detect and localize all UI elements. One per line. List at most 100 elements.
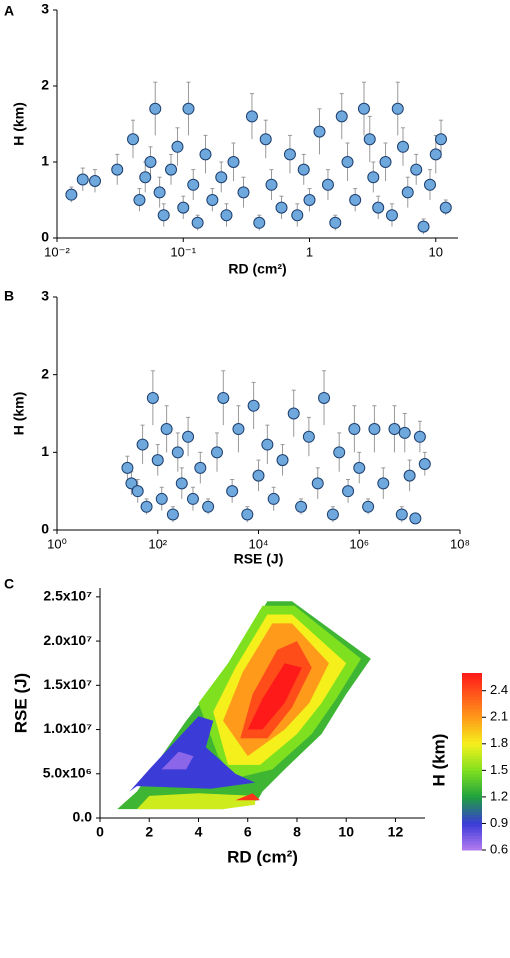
y-tick-label: 2 <box>41 77 49 93</box>
colorbar-tick-label: 1.2 <box>490 788 508 803</box>
colorbar-tick-label: 1.5 <box>490 762 508 777</box>
point <box>291 209 304 222</box>
point <box>245 110 258 123</box>
point <box>175 477 188 490</box>
point <box>241 508 254 521</box>
point <box>385 209 398 222</box>
point <box>313 125 326 138</box>
point <box>409 512 422 525</box>
colorbar-step <box>462 752 482 757</box>
colorbar-step <box>462 708 482 712</box>
point <box>261 438 274 451</box>
point <box>182 430 195 443</box>
point <box>210 446 223 459</box>
colorbar-step <box>462 737 482 742</box>
point <box>357 102 370 115</box>
point <box>372 201 385 214</box>
y-tick-label: 2 <box>41 365 49 381</box>
point <box>418 457 431 470</box>
colorbar-step <box>462 714 482 718</box>
colorbar-step <box>462 711 482 715</box>
colorbar-tick-label: 0.6 <box>490 841 508 856</box>
colorbar-step <box>462 687 482 692</box>
colorbar-step <box>462 690 482 695</box>
point <box>410 163 423 176</box>
point <box>349 194 362 206</box>
point <box>276 454 289 467</box>
x-tick-label: 10² <box>148 536 167 551</box>
point <box>342 485 355 498</box>
point <box>127 133 140 146</box>
colorbar-step <box>462 835 482 839</box>
colorbar-step <box>462 791 482 795</box>
y-tick-label: 1.5x10⁷ <box>43 676 92 692</box>
colorbar-tick-label: 1.8 <box>490 735 508 750</box>
point <box>311 477 324 490</box>
contour-region <box>247 663 302 730</box>
colorbar-step <box>462 838 482 842</box>
colorbar-step <box>462 764 482 768</box>
panel: B 0 1 2 3 10⁰ 10² 10⁴ 10⁶ 10⁸ RSE (J) H (km) <box>4 288 470 567</box>
colorbar-step <box>462 761 482 765</box>
y-tick-label: 5.0x10⁶ <box>43 764 92 780</box>
colorbar-step <box>462 684 482 689</box>
point <box>165 163 178 176</box>
colorbar-step <box>462 779 482 783</box>
point <box>160 423 173 436</box>
point <box>341 156 354 168</box>
colorbar-step <box>462 811 482 816</box>
point <box>140 500 153 513</box>
x-tick-label: 6 <box>244 824 252 840</box>
colorbar-step <box>462 793 482 798</box>
y-axis-label: H (km) <box>11 102 27 146</box>
colorbar-step <box>462 826 482 830</box>
x-axis-label: RSE (J) <box>234 551 284 567</box>
point <box>226 485 239 498</box>
colorbar-step <box>462 696 482 701</box>
colorbar-step <box>462 726 482 730</box>
colorbar-step <box>462 799 482 804</box>
point <box>133 194 146 206</box>
x-axis-label: RD (cm²) <box>228 261 286 277</box>
x-tick-label: 12 <box>388 824 404 840</box>
y-tick-label: 1 <box>41 153 49 169</box>
x-tick-label: 1 <box>306 244 313 259</box>
contour-region <box>136 793 256 810</box>
point <box>265 178 278 191</box>
point <box>220 209 233 222</box>
point <box>232 423 245 436</box>
point <box>166 508 179 521</box>
point <box>417 220 430 233</box>
point <box>333 446 346 459</box>
colorbar-step <box>462 796 482 801</box>
point <box>202 500 215 513</box>
colorbar-step <box>462 734 482 739</box>
point <box>318 391 331 404</box>
colorbar-step <box>462 740 482 745</box>
contour-region <box>161 751 194 770</box>
point <box>395 508 408 521</box>
colorbar-step <box>462 681 482 686</box>
x-tick-label: 0 <box>96 824 104 840</box>
point <box>227 156 240 168</box>
colorbar-step <box>462 776 482 780</box>
point <box>439 201 452 214</box>
colorbar-step <box>462 705 482 709</box>
point <box>335 110 348 123</box>
colorbar-step <box>462 749 482 754</box>
point <box>398 426 411 439</box>
point <box>367 171 380 184</box>
y-tick-label: 0 <box>41 229 49 245</box>
colorbar-step <box>462 841 482 845</box>
x-tick-label: 8 <box>293 824 301 840</box>
point <box>423 178 436 191</box>
y-tick-label: 0.0 <box>73 809 93 825</box>
point <box>186 492 199 505</box>
panel: C 0.6 0.9 1.2 1.5 1.8 2.1 2.4 H (km) 0.0 5.0x10⁶ 1.… <box>4 576 508 867</box>
colorbar-step <box>462 773 482 777</box>
point <box>136 438 149 451</box>
point <box>121 461 134 474</box>
colorbar-step <box>462 673 482 677</box>
colorbar-step <box>462 832 482 836</box>
